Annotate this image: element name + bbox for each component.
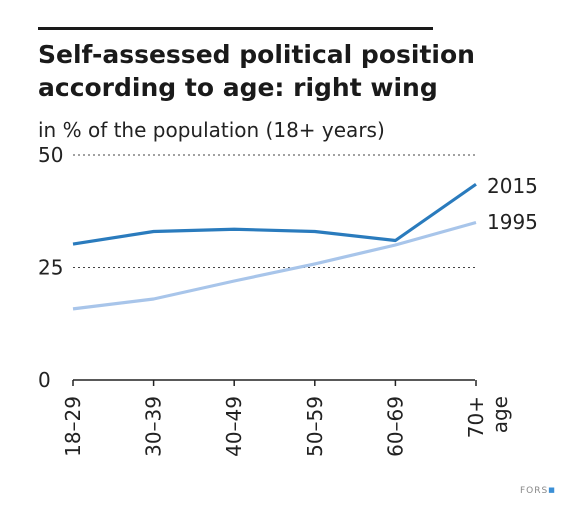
series-label-2015: 2015 [487,174,538,198]
x-tick-label-5: 70+ [464,396,488,438]
series-line-2015 [73,184,476,244]
x-tick-label-2: 40–49 [222,396,246,457]
x-tick-label-4: 60–69 [383,396,407,457]
y-tick-label-25: 25 [38,256,63,280]
credit-text: FORS [520,486,548,496]
y-tick-label-0: 0 [38,368,51,392]
credit-dot-icon: ■ [548,486,556,494]
x-tick-label-1: 30–39 [142,396,166,457]
series-label-1995: 1995 [487,210,538,234]
y-tick-label-50: 50 [38,143,63,167]
x-axis-title: age [488,396,512,433]
x-tick-label-0: 18–29 [61,396,85,457]
x-tick-label-3: 50–59 [303,396,327,457]
source-credit: FORS■ [520,486,556,496]
